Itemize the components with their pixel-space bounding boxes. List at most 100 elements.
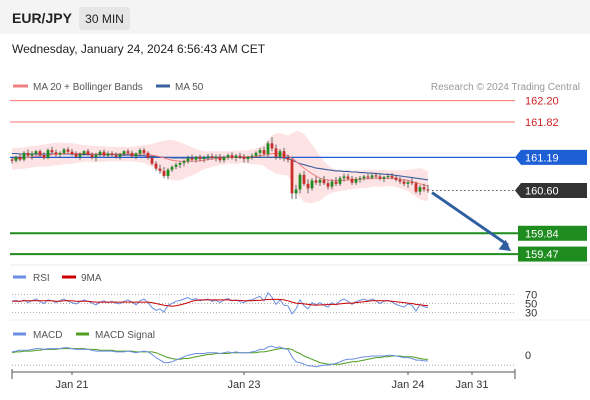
candle-body — [314, 180, 318, 183]
candle — [94, 152, 98, 162]
candle-body — [242, 156, 246, 160]
level-label-1: 161.82 — [525, 117, 559, 129]
candle-body — [322, 179, 326, 184]
candle — [390, 173, 394, 180]
candle — [182, 159, 186, 167]
macd-line — [11, 345, 428, 368]
candle — [226, 153, 230, 160]
forecast-arrow-shaft — [431, 191, 509, 247]
candle-body — [378, 176, 382, 179]
candle-body — [326, 183, 330, 187]
candle — [270, 137, 274, 152]
candle-body — [366, 176, 370, 178]
macd-signal-legend-label: MACD Signal — [95, 330, 155, 341]
candle-body — [390, 175, 394, 178]
x-tick-label-3: Jan 31 — [455, 379, 488, 391]
candle — [154, 161, 158, 171]
candle — [50, 146, 54, 155]
candle-body — [126, 151, 130, 153]
candle-body — [234, 155, 238, 158]
candle — [342, 173, 346, 182]
symbol-title: EUR/JPY — [12, 10, 73, 26]
candle — [250, 153, 254, 160]
candle — [278, 148, 282, 160]
rsi-level-label-70: 70 — [525, 290, 537, 302]
candle-body — [302, 174, 306, 184]
candle — [14, 155, 18, 163]
candle — [38, 149, 42, 157]
candle-body — [138, 150, 142, 154]
datetime-stamp: Wednesday, January 24, 2024 6:56:43 AM C… — [12, 42, 266, 56]
candle-body — [142, 150, 146, 153]
candle-body — [114, 155, 118, 157]
candle-body — [170, 166, 174, 170]
candle-body — [342, 176, 346, 179]
candle — [26, 149, 30, 157]
candle-body — [246, 156, 250, 160]
timeframe-tab[interactable] — [79, 7, 130, 30]
level-tag-pivot — [515, 149, 587, 165]
candle — [142, 147, 146, 155]
candle-body — [346, 176, 350, 179]
candle — [86, 148, 90, 156]
candle-body — [218, 156, 222, 161]
candle — [254, 151, 258, 158]
candle-body — [358, 178, 362, 180]
candle-body — [198, 156, 202, 160]
macd-level-label: 0 — [525, 350, 531, 362]
candle-body — [398, 179, 402, 182]
candle-body — [410, 182, 414, 184]
candle — [198, 154, 202, 162]
candlesticks — [10, 137, 430, 199]
candle — [10, 156, 14, 164]
candle — [70, 148, 74, 156]
candle — [30, 151, 34, 160]
level-tag-last — [515, 183, 587, 199]
candle — [218, 154, 222, 163]
candle-body — [318, 179, 322, 183]
candle-body — [34, 151, 38, 154]
candle-body — [334, 181, 338, 184]
candle — [150, 155, 154, 166]
candle-body — [370, 175, 374, 178]
candle-body — [254, 152, 258, 156]
candle — [410, 178, 414, 185]
candle-body — [190, 157, 194, 160]
candle-body — [238, 155, 242, 157]
candle — [334, 177, 338, 187]
candle-body — [250, 155, 254, 157]
candle — [34, 150, 38, 156]
candle-body — [290, 159, 294, 194]
candle — [74, 151, 78, 158]
forecast-arrow — [431, 191, 511, 252]
candle-body — [182, 161, 186, 164]
candle-body — [286, 157, 290, 160]
candle-body — [206, 156, 210, 158]
candle — [178, 161, 182, 169]
candle-body — [82, 151, 86, 155]
candle-body — [374, 175, 378, 177]
candle-body — [66, 149, 70, 152]
candle — [310, 178, 314, 191]
candle — [214, 154, 218, 162]
level-label-2: 161.19 — [525, 152, 559, 164]
candle-body — [178, 163, 182, 165]
candle-body — [90, 154, 94, 158]
candle-body — [118, 154, 122, 157]
candle — [130, 150, 134, 158]
candle-body — [202, 157, 206, 160]
candle-body — [102, 151, 106, 156]
macd-panel: 0 — [11, 345, 531, 368]
candle-body — [294, 189, 298, 194]
candle-body — [134, 153, 138, 157]
candle — [222, 155, 226, 163]
candle-body — [110, 153, 114, 156]
level-label-5: 159.47 — [525, 249, 559, 261]
candle-body — [214, 156, 218, 158]
candle — [102, 149, 106, 157]
candle — [22, 151, 26, 162]
candle-body — [222, 157, 226, 161]
ma50-legend-label: MA 50 — [175, 82, 204, 93]
